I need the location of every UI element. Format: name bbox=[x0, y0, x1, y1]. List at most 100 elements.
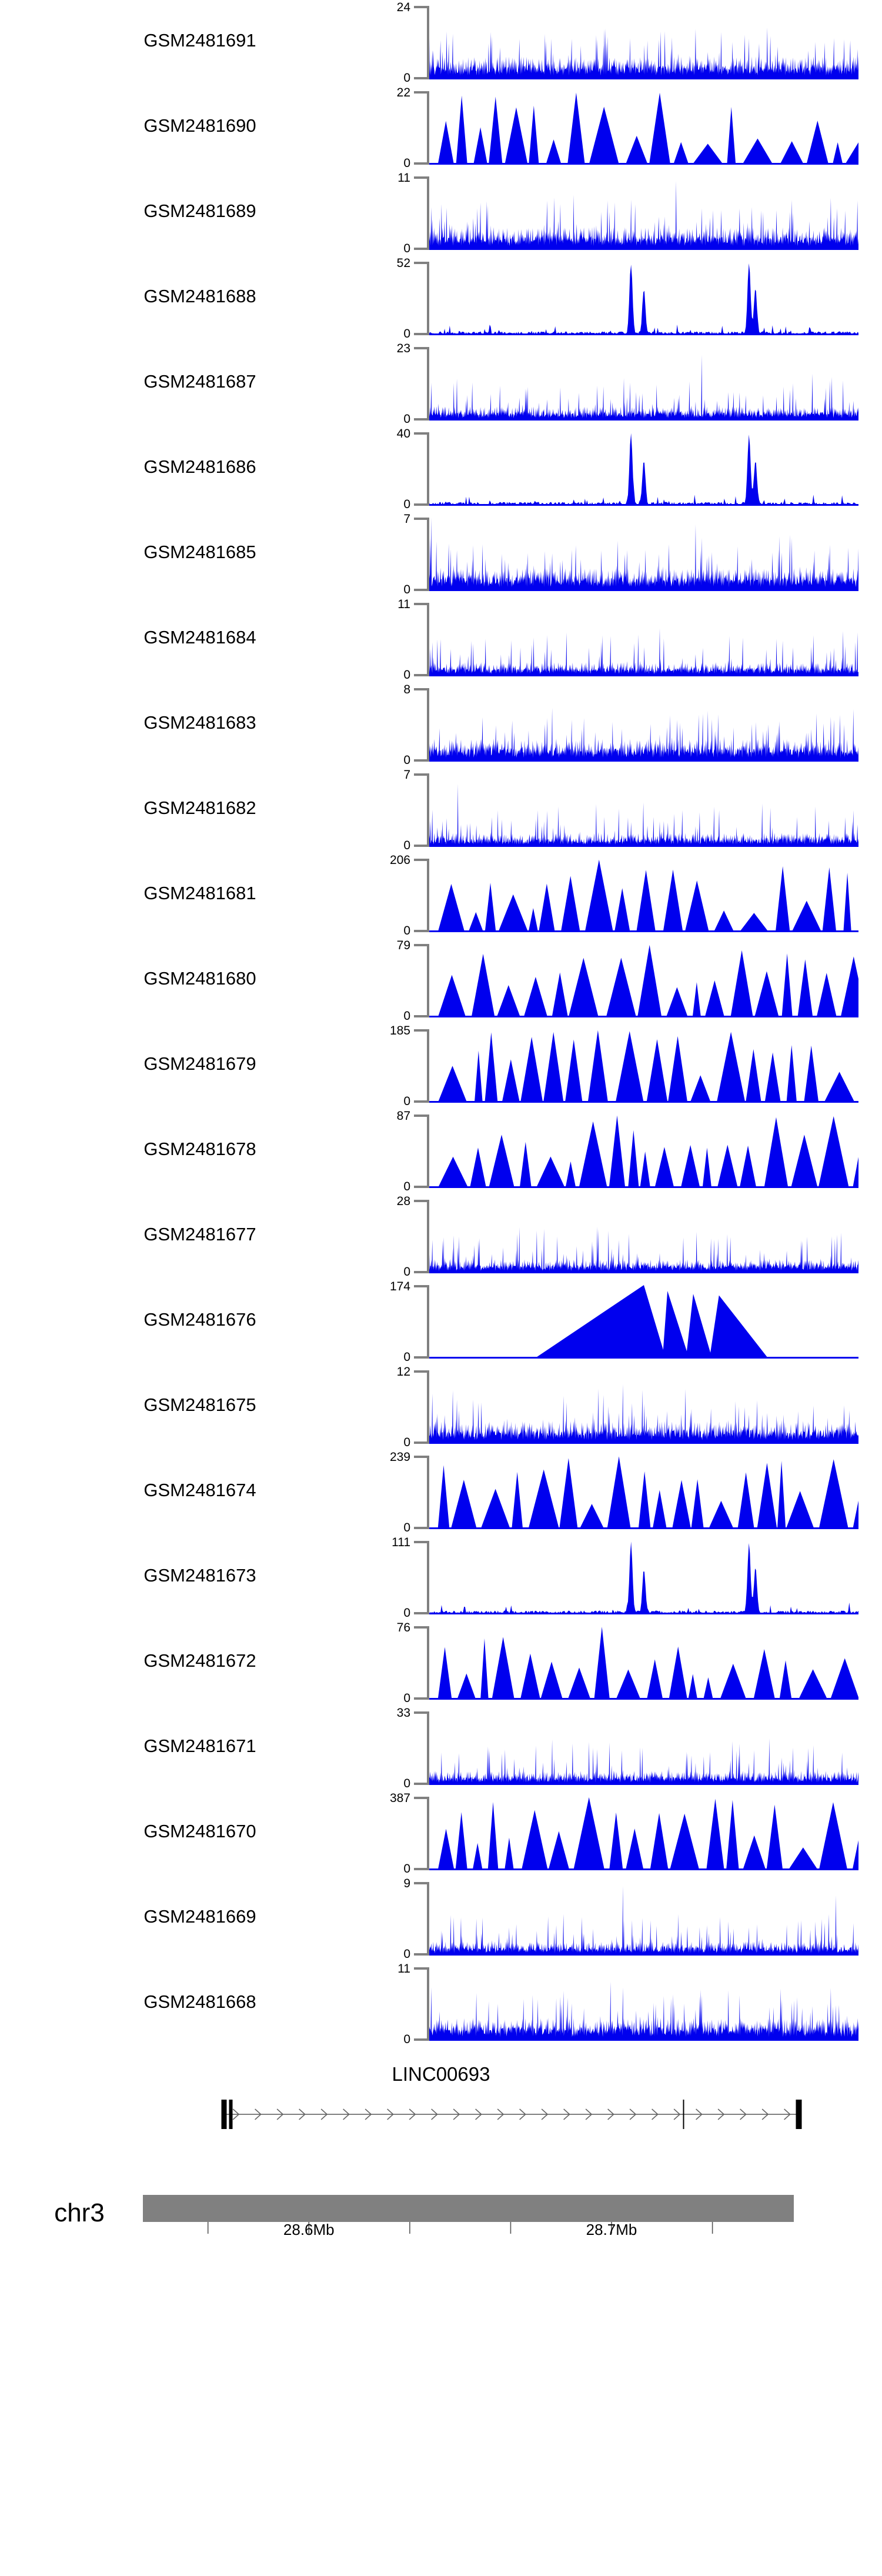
axis-tick-max bbox=[414, 1626, 429, 1629]
coverage-plot[interactable] bbox=[429, 1285, 858, 1359]
coverage-plot[interactable] bbox=[429, 1200, 858, 1273]
axis-max-value: 79 bbox=[396, 939, 410, 952]
track-baseline bbox=[429, 1954, 858, 1956]
axis-tick-min bbox=[414, 1186, 429, 1188]
coverage-plot[interactable] bbox=[429, 518, 858, 591]
coverage-plot[interactable] bbox=[429, 1115, 858, 1188]
axis-tick-min bbox=[414, 1356, 429, 1359]
coverage-track[interactable]: GSM2481686 40 0 bbox=[0, 426, 882, 512]
coverage-track[interactable]: GSM2481673 111 0 bbox=[0, 1535, 882, 1620]
coverage-plot[interactable] bbox=[429, 1967, 858, 2041]
coverage-plot[interactable] bbox=[429, 1541, 858, 1614]
coverage-plot[interactable] bbox=[429, 262, 858, 335]
coverage-track[interactable]: GSM2481678 87 0 bbox=[0, 1109, 882, 1194]
coverage-track[interactable]: GSM2481688 52 0 bbox=[0, 256, 882, 341]
coverage-track[interactable]: GSM2481683 8 0 bbox=[0, 682, 882, 768]
axis-line bbox=[427, 1626, 429, 1700]
track-sample-label: GSM2481687 bbox=[143, 371, 256, 392]
track-sample-label: GSM2481676 bbox=[143, 1309, 256, 1330]
coverage-track[interactable]: GSM2481689 11 0 bbox=[0, 171, 882, 256]
coverage-track[interactable]: GSM2481690 22 0 bbox=[0, 85, 882, 171]
coverage-track[interactable]: GSM2481672 76 0 bbox=[0, 1620, 882, 1706]
coverage-plot[interactable] bbox=[429, 1456, 858, 1529]
coverage-plot[interactable] bbox=[429, 91, 858, 165]
coverage-plot[interactable] bbox=[429, 6, 858, 79]
axis-max-value: 23 bbox=[396, 342, 410, 355]
axis-min-value: 0 bbox=[403, 1265, 410, 1279]
axis-line bbox=[427, 603, 429, 676]
gene-model[interactable] bbox=[0, 2094, 882, 2135]
track-baseline bbox=[429, 1868, 858, 1870]
coverage-plot[interactable] bbox=[429, 347, 858, 421]
coverage-track[interactable]: GSM2481687 23 0 bbox=[0, 341, 882, 426]
track-baseline bbox=[429, 1698, 858, 1700]
track-y-axis: 28 0 bbox=[365, 1194, 429, 1279]
axis-tick-max bbox=[414, 859, 429, 861]
coverage-track[interactable]: GSM2481684 11 0 bbox=[0, 597, 882, 682]
track-sample-label: GSM2481684 bbox=[143, 626, 256, 648]
coverage-plot[interactable] bbox=[429, 1882, 858, 1956]
axis-max-value: 8 bbox=[403, 683, 410, 696]
axis-tick-min bbox=[414, 1527, 429, 1529]
track-baseline bbox=[429, 1272, 858, 1273]
axis-tick-min bbox=[414, 1271, 429, 1273]
coverage-track[interactable]: GSM2481669 9 0 bbox=[0, 1876, 882, 1961]
coordinate-tick-label: 28.6Mb bbox=[283, 2221, 335, 2238]
coverage-plot[interactable] bbox=[429, 1626, 858, 1700]
coverage-plot[interactable] bbox=[429, 1711, 858, 1785]
axis-min-value: 0 bbox=[403, 924, 410, 937]
coverage-plot[interactable] bbox=[429, 432, 858, 506]
axis-max-value: 22 bbox=[396, 86, 410, 99]
coverage-plot[interactable] bbox=[429, 1797, 858, 1870]
axis-tick-min bbox=[414, 503, 429, 506]
track-sample-label: GSM2481678 bbox=[143, 1138, 256, 1159]
coverage-track[interactable]: GSM2481674 239 0 bbox=[0, 1450, 882, 1535]
axis-tick-min bbox=[414, 248, 429, 250]
axis-tick-max bbox=[414, 1882, 429, 1884]
coverage-track[interactable]: GSM2481677 28 0 bbox=[0, 1194, 882, 1279]
track-y-axis: 11 0 bbox=[365, 171, 429, 256]
coverage-track[interactable]: GSM2481685 7 0 bbox=[0, 512, 882, 597]
coverage-track[interactable]: GSM2481679 185 0 bbox=[0, 1023, 882, 1109]
coverage-plot[interactable] bbox=[429, 688, 858, 762]
coverage-track[interactable]: GSM2481682 7 0 bbox=[0, 768, 882, 853]
coverage-plot[interactable] bbox=[429, 1029, 858, 1103]
axis-tick-min bbox=[414, 845, 429, 847]
track-baseline bbox=[429, 930, 858, 932]
axis-line bbox=[427, 1711, 429, 1785]
coverage-track[interactable]: GSM2481668 11 0 bbox=[0, 1961, 882, 2047]
axis-min-value: 0 bbox=[403, 1350, 410, 1364]
coverage-plot[interactable] bbox=[429, 603, 858, 676]
coverage-plot[interactable] bbox=[429, 773, 858, 847]
axis-tick-min bbox=[414, 162, 429, 165]
coverage-plot[interactable] bbox=[429, 859, 858, 932]
axis-line bbox=[427, 1967, 429, 2041]
coverage-track[interactable]: GSM2481680 79 0 bbox=[0, 938, 882, 1023]
coverage-track[interactable]: GSM2481681 206 0 bbox=[0, 853, 882, 938]
track-y-axis: 387 0 bbox=[365, 1791, 429, 1876]
track-baseline bbox=[429, 1016, 858, 1017]
axis-min-value: 0 bbox=[403, 839, 410, 852]
axis-max-value: 11 bbox=[397, 171, 410, 185]
ideogram-bar[interactable] bbox=[0, 2188, 882, 2270]
track-baseline bbox=[429, 1101, 858, 1103]
coverage-plot[interactable] bbox=[429, 176, 858, 250]
track-y-axis: 23 0 bbox=[365, 341, 429, 426]
coverage-track[interactable]: GSM2481691 24 0 bbox=[0, 0, 882, 85]
coverage-track[interactable]: GSM2481675 12 0 bbox=[0, 1364, 882, 1450]
coverage-track[interactable]: GSM2481670 387 0 bbox=[0, 1791, 882, 1876]
axis-max-value: 12 bbox=[396, 1365, 410, 1379]
axis-min-value: 0 bbox=[403, 1691, 410, 1705]
coverage-plot[interactable] bbox=[429, 1370, 858, 1444]
axis-tick-min bbox=[414, 759, 429, 762]
axis-line bbox=[427, 1541, 429, 1614]
track-sample-label: GSM2481680 bbox=[143, 967, 256, 989]
axis-tick-max bbox=[414, 688, 429, 690]
coverage-plot[interactable] bbox=[429, 944, 858, 1017]
coverage-track[interactable]: GSM2481671 33 0 bbox=[0, 1706, 882, 1791]
axis-max-value: 76 bbox=[396, 1621, 410, 1634]
coverage-track[interactable]: GSM2481676 174 0 bbox=[0, 1279, 882, 1364]
axis-max-value: 239 bbox=[389, 1450, 410, 1464]
